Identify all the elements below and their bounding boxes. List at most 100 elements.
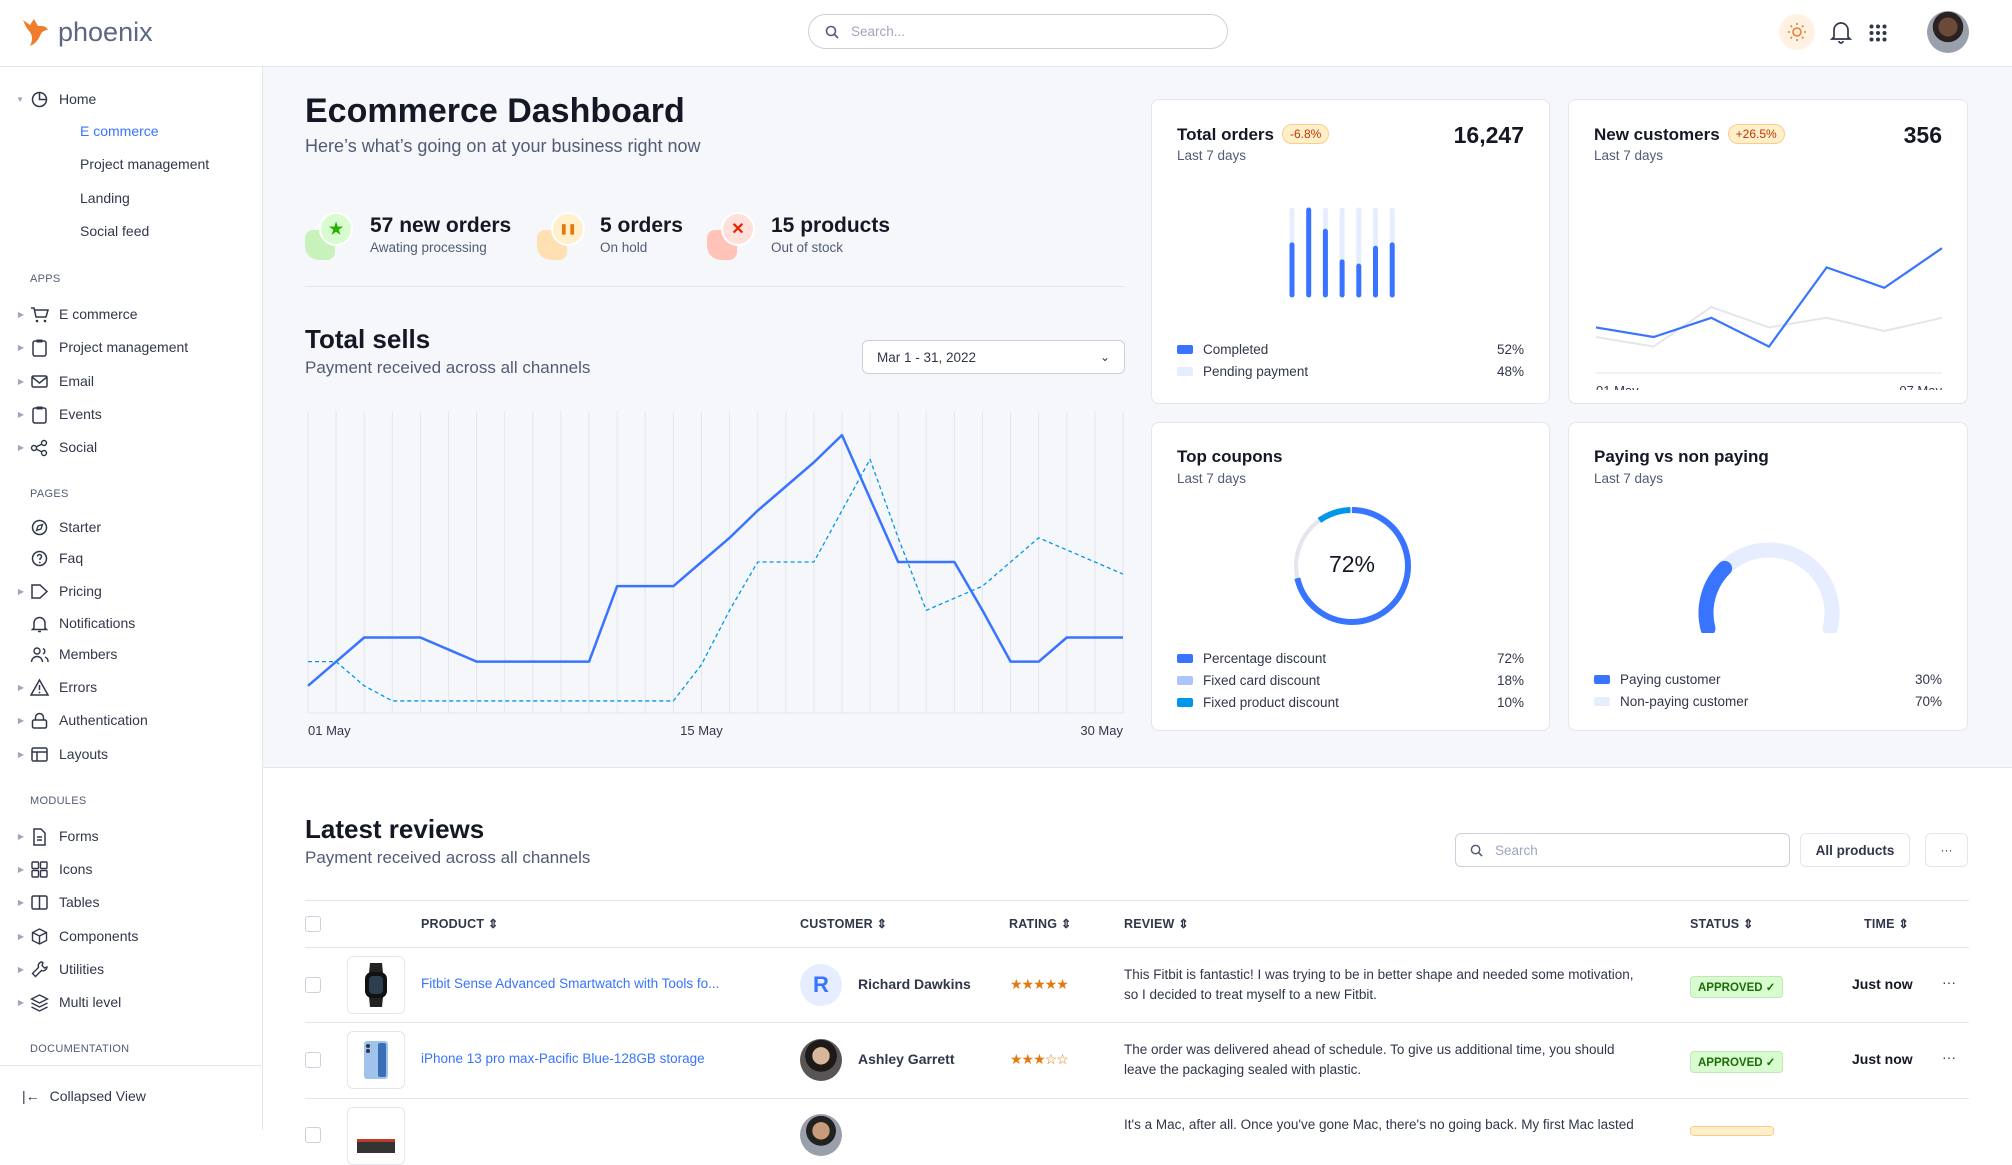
legend-value: 30% (1914, 672, 1942, 687)
product-image[interactable] (347, 1107, 405, 1165)
search-placeholder: Search (1495, 842, 1538, 858)
sidebar-item-icons[interactable]: ▶ Icons (0, 858, 92, 880)
page-subtitle: Here’s what’s going on at your business … (305, 136, 701, 156)
more-options-button[interactable]: ··· (1925, 833, 1968, 867)
legend-item: Pending payment 48% (1177, 364, 1524, 379)
column-time[interactable]: TIME ⇕ (1864, 917, 1910, 931)
bell-icon (30, 614, 49, 633)
product-image[interactable] (347, 956, 405, 1014)
sidebar-item-events[interactable]: ▶ Events (0, 403, 102, 425)
row-checkbox[interactable] (305, 977, 321, 993)
paying-gauge-chart (1698, 542, 1840, 633)
card-title: Paying vs non paying (1594, 447, 1769, 466)
sidebar-item-utilities[interactable]: ▶ Utilities (0, 958, 104, 980)
apps-grid-button[interactable] (1869, 24, 1887, 47)
sidebar-item-multi-level[interactable]: ▶ Multi level (0, 991, 121, 1013)
series-line-0 (1595, 247, 1943, 349)
top-header: phoenix Search... (0, 0, 2012, 67)
column-rating[interactable]: RATING ⇕ (1009, 917, 1072, 931)
sidebar-item-label: Multi level (59, 994, 122, 1010)
sidebar-item-authentication[interactable]: ▶ Authentication (0, 709, 148, 731)
row-checkbox[interactable] (305, 1127, 321, 1143)
search-placeholder: Search... (851, 24, 906, 39)
product-link[interactable]: iPhone 13 pro max-Pacific Blue-128GB sto… (421, 1051, 705, 1066)
sidebar-item-layouts[interactable]: ▶ Layouts (0, 743, 108, 765)
sidebar-item-label: Email (59, 373, 95, 389)
sidebar-section-label: APPS (30, 273, 61, 285)
column-review[interactable]: REVIEW ⇕ (1124, 917, 1189, 931)
sidebar-item-tables[interactable]: ▶ Tables (0, 891, 100, 913)
date-range-select[interactable]: Mar 1 - 31, 2022 ⌄ (862, 340, 1125, 374)
notifications-button[interactable] (1829, 20, 1853, 49)
gauge-fill (1698, 560, 1733, 633)
product-link[interactable]: Fitbit Sense Advanced Smartwatch with To… (421, 976, 720, 991)
collapse-view-button[interactable]: |← Collapsed View (22, 1088, 146, 1104)
theme-toggle-button[interactable] (1779, 14, 1815, 50)
sidebar-subitem-e-commerce[interactable]: E commerce (80, 123, 159, 139)
search-input[interactable]: Search... (808, 14, 1228, 49)
alert-icon (30, 677, 49, 697)
caret-right-icon: ▶ (17, 342, 24, 352)
sidebar-item-forms[interactable]: ▶ Forms (0, 825, 99, 847)
sidebar-subitem-landing[interactable]: Landing (80, 190, 130, 206)
sidebar-item-home[interactable]: ▼ Home (0, 88, 96, 110)
sidebar-item-label: Components (59, 928, 139, 944)
sidebar-item-pricing[interactable]: ▶ Pricing (0, 580, 102, 602)
all-products-button[interactable]: All products (1800, 833, 1910, 867)
user-avatar[interactable] (1927, 11, 1969, 53)
legend-item: Fixed card discount 18% (1177, 673, 1524, 688)
page-title: Ecommerce Dashboard (305, 92, 685, 130)
sidebar-item-e-commerce[interactable]: ▶ E commerce (0, 303, 138, 325)
sidebar-item-errors[interactable]: ▶ Errors (0, 676, 97, 698)
x-icon: ✕ (721, 212, 755, 246)
stat-icon-2: ✕ (707, 210, 757, 262)
sidebar-item-email[interactable]: ▶ Email (0, 370, 94, 392)
sidebar-item-social[interactable]: ▶ Social (0, 436, 97, 458)
caret-right-icon: ▶ (17, 309, 24, 319)
row-actions-button[interactable]: ··· (1942, 974, 1956, 990)
legend-item: Fixed product discount 10% (1177, 695, 1524, 710)
x-tick-label: 15 May (680, 723, 723, 738)
product-image[interactable] (347, 1031, 405, 1089)
sidebar-item-project-management[interactable]: ▶ Project management (0, 336, 188, 358)
sidebar-section-label: MODULES (30, 795, 87, 807)
total-sells-subtitle: Payment received across all channels (305, 358, 591, 377)
help-icon (30, 549, 49, 568)
column-customer[interactable]: CUSTOMER ⇕ (800, 917, 888, 931)
card-subtitle: Last 7 days (1177, 148, 1247, 163)
legend-label: Paying customer (1620, 672, 1721, 687)
sidebar-item-starter[interactable]: Starter (0, 516, 101, 538)
tool-icon (30, 960, 49, 979)
sidebar-item-faq[interactable]: Faq (0, 547, 83, 569)
legend-item: Paying customer 30% (1594, 672, 1942, 687)
customer-name[interactable]: Ashley Garrett (858, 1051, 955, 1067)
sidebar-item-components[interactable]: ▶ Components (0, 925, 138, 947)
column-status[interactable]: STATUS ⇕ (1690, 917, 1754, 931)
brand-logo[interactable]: phoenix (20, 16, 153, 48)
star-icon: ★ (319, 212, 353, 246)
sidebar-subitem-social-feed[interactable]: Social feed (80, 223, 150, 239)
compass-icon (30, 518, 49, 537)
x-tick-label: 07 May (1899, 383, 1942, 390)
apps-grid-icon (1869, 24, 1887, 42)
select-all-checkbox[interactable] (305, 916, 321, 932)
column-product[interactable]: PRODUCT ⇕ (421, 917, 499, 931)
divider (305, 947, 1969, 948)
collapse-label: Collapsed View (49, 1088, 146, 1104)
paying-card: Paying vs non paying Last 7 days Paying … (1568, 422, 1968, 731)
sidebar-item-members[interactable]: Members (0, 643, 117, 665)
share-icon (30, 438, 49, 457)
reviews-search-input[interactable]: Search (1455, 833, 1790, 867)
caret-right-icon: ▶ (17, 409, 24, 419)
row-checkbox[interactable] (305, 1052, 321, 1068)
grid-icon (30, 860, 49, 879)
donut-slice (1294, 508, 1410, 624)
legend-label: Non-paying customer (1620, 694, 1749, 709)
sidebar-item-notifications[interactable]: Notifications (0, 612, 135, 634)
sidebar-subitem-project-management[interactable]: Project management (80, 156, 210, 172)
caret-right-icon: ▶ (17, 931, 24, 941)
rating-stars: ★★★☆☆ (1010, 1051, 1069, 1067)
row-actions-button[interactable]: ··· (1942, 1049, 1956, 1065)
stat-icon-0: ★ (305, 210, 355, 262)
customer-name[interactable]: Richard Dawkins (858, 976, 971, 992)
